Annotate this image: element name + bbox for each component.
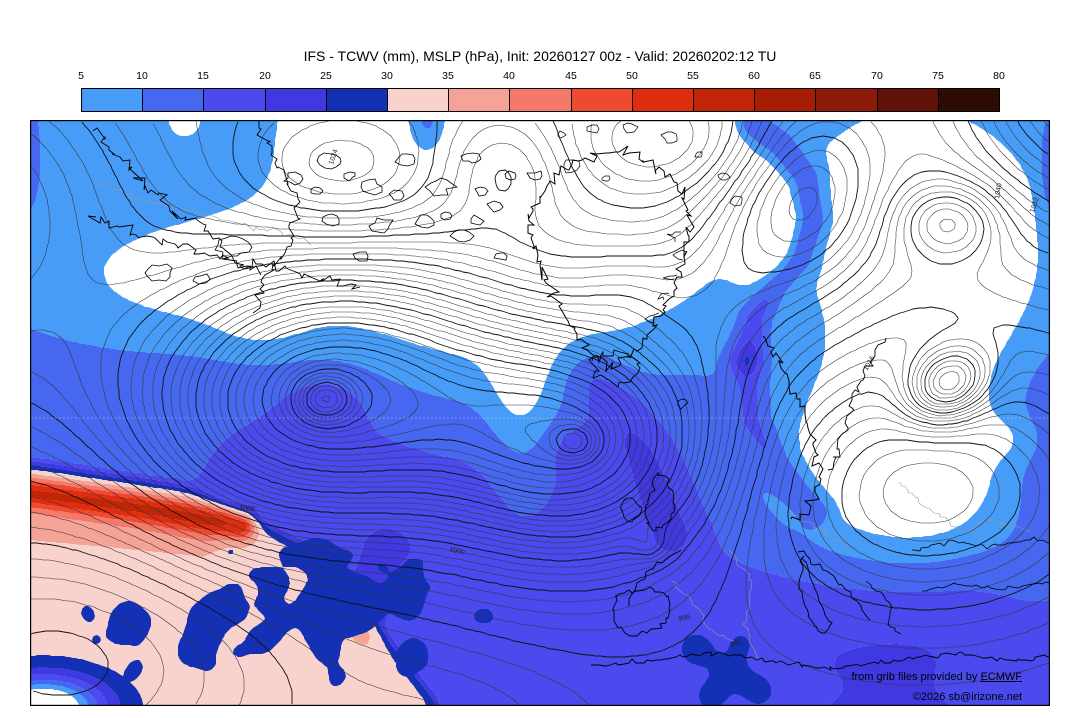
- svg-text:992: 992: [729, 639, 742, 649]
- svg-text:1040: 1040: [994, 183, 1004, 200]
- svg-text:1024: 1024: [328, 149, 340, 166]
- svg-text:996: 996: [678, 614, 691, 623]
- svg-text:1016: 1016: [863, 355, 877, 372]
- svg-text:1032: 1032: [1029, 197, 1041, 214]
- svg-text:1008: 1008: [239, 504, 256, 513]
- svg-text:1000: 1000: [449, 546, 466, 557]
